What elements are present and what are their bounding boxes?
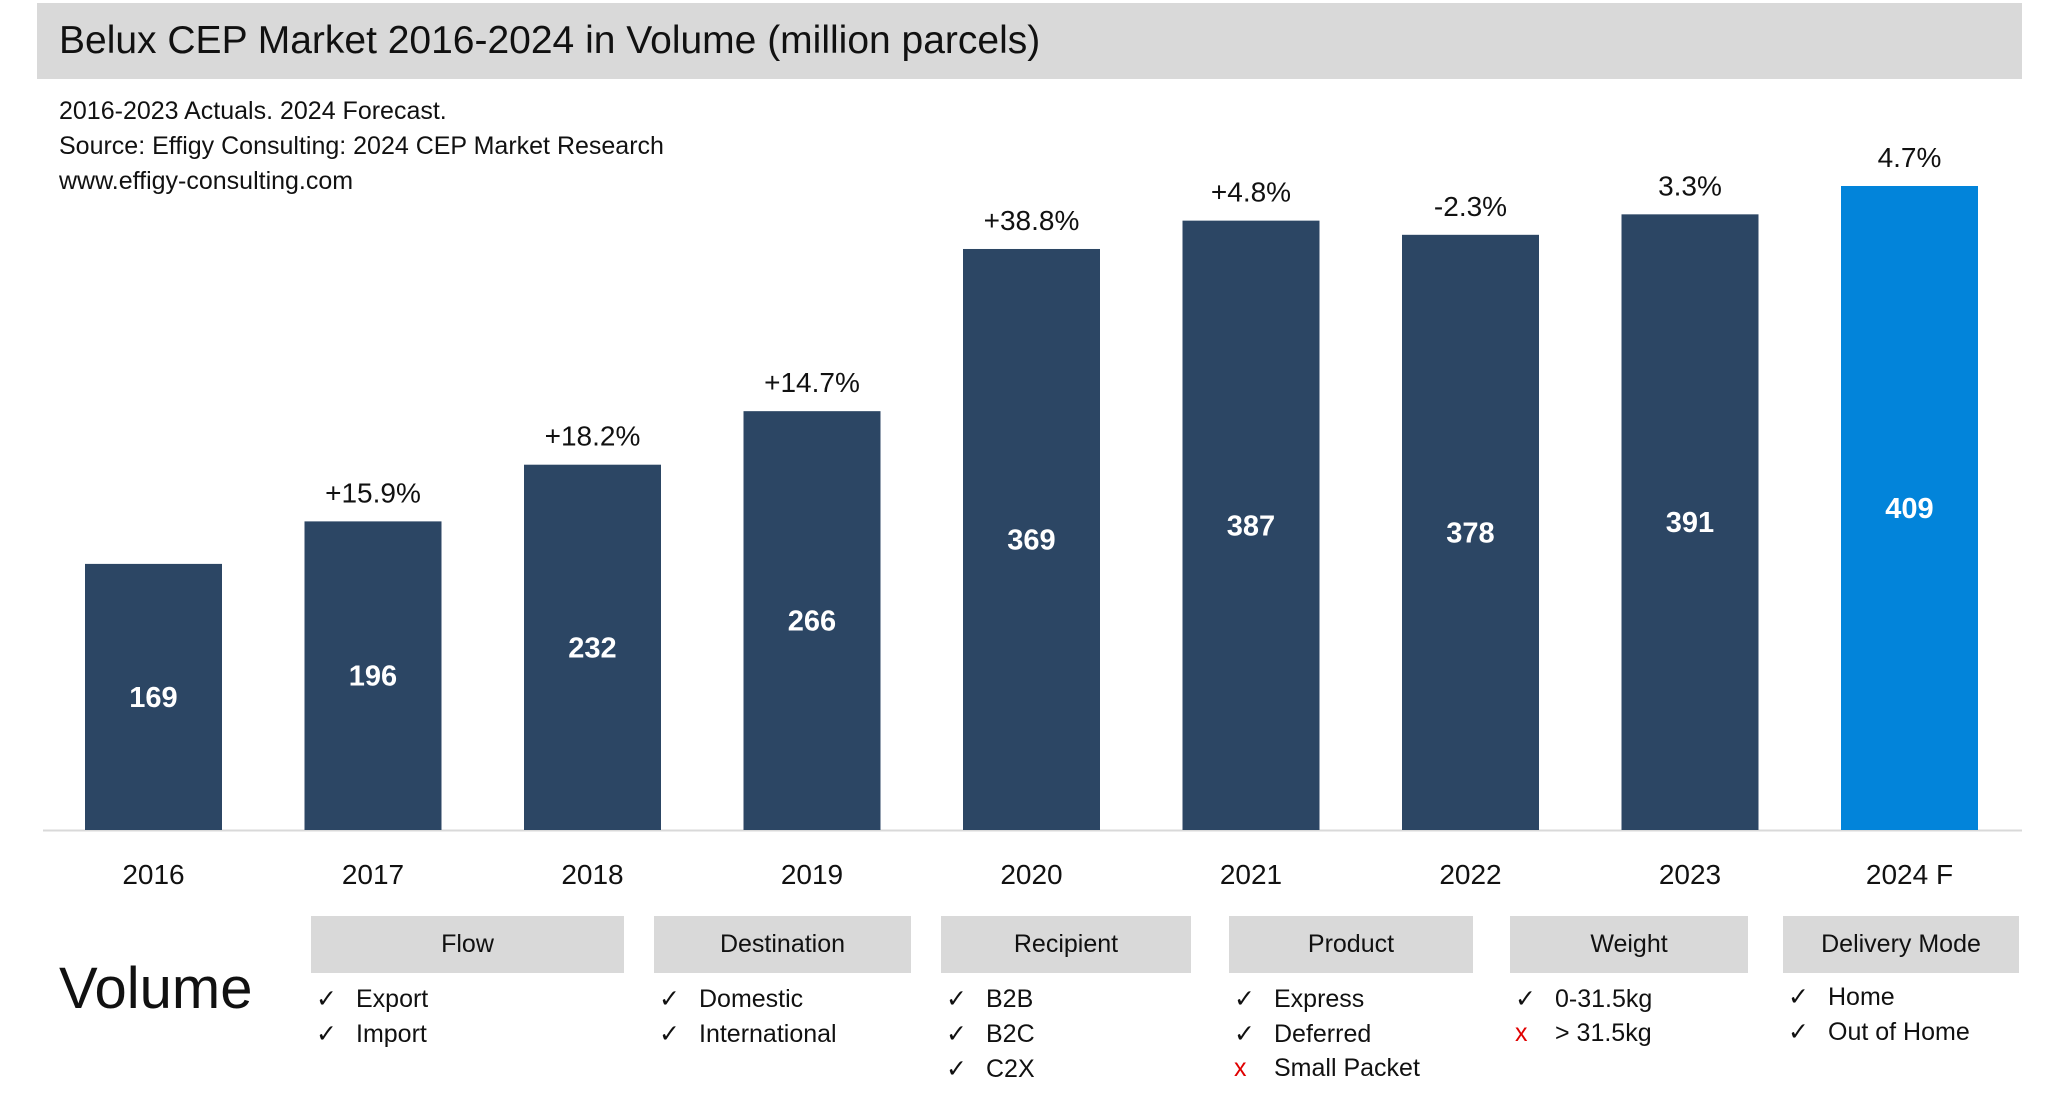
value-label: 369 xyxy=(1007,524,1055,556)
category-item-label: Deferred xyxy=(1274,1020,1372,1048)
x-tick-label: 2021 xyxy=(1220,859,1282,890)
growth-label: 4.7% xyxy=(1878,142,1942,173)
check-icon: ✓ xyxy=(316,1020,337,1048)
value-label: 387 xyxy=(1227,510,1275,542)
category-item-label: Home xyxy=(1828,983,1895,1011)
check-icon: ✓ xyxy=(946,985,967,1013)
category-item: ✓ Deferred xyxy=(1234,1019,1371,1049)
category-item: ✓ Export xyxy=(316,984,428,1014)
value-label: 169 xyxy=(129,682,177,714)
bar-2024-F xyxy=(1841,186,1978,830)
category-item: ✓ International xyxy=(659,1019,837,1049)
check-icon: ✓ xyxy=(946,1020,967,1048)
check-icon: ✓ xyxy=(316,985,337,1013)
subtitle-website: www.effigy-consulting.com xyxy=(59,167,354,195)
x-tick-label: 2023 xyxy=(1659,859,1721,890)
check-icon: ✓ xyxy=(659,1020,680,1048)
category-item: ✓ Express xyxy=(1234,984,1364,1014)
check-icon: ✓ xyxy=(1788,983,1809,1011)
category-item: ✓ Home xyxy=(1788,982,1895,1012)
category-item-label: Domestic xyxy=(699,985,804,1013)
bar-2017 xyxy=(304,521,442,830)
growth-label: +18.2% xyxy=(545,421,641,452)
category-item-label: B2B xyxy=(986,985,1034,1013)
check-icon: ✓ xyxy=(1788,1018,1809,1046)
category-item-label: Export xyxy=(356,985,429,1013)
x-tick-label: 2017 xyxy=(342,859,404,890)
growth-label: +4.8% xyxy=(1211,177,1291,208)
growth-label: 3.3% xyxy=(1658,170,1722,201)
check-icon: ✓ xyxy=(1515,985,1536,1013)
category-item: ✓ Import xyxy=(316,1019,427,1049)
title-bar: Belux CEP Market 2016-2024 in Volume (mi… xyxy=(37,3,2022,79)
check-icon: ✓ xyxy=(1234,1020,1255,1048)
category-item-label: B2C xyxy=(986,1020,1035,1048)
category-header: Destination xyxy=(654,916,911,973)
value-label: 196 xyxy=(349,661,397,693)
category-item-label: International xyxy=(699,1020,837,1048)
category-header: Delivery Mode xyxy=(1783,916,2019,973)
category-header: Recipient xyxy=(941,916,1191,973)
check-icon: ✓ xyxy=(659,985,680,1013)
value-label: 378 xyxy=(1446,517,1494,549)
category-header: Weight xyxy=(1510,916,1748,973)
check-icon: ✓ xyxy=(1234,985,1255,1013)
growth-label: +15.9% xyxy=(325,477,421,508)
value-label: 266 xyxy=(788,606,836,638)
category-item-label: > 31.5kg xyxy=(1555,1019,1652,1047)
category-item-label: Import xyxy=(356,1020,427,1048)
category-item: x Small Packet xyxy=(1234,1054,1420,1083)
subtitle-actuals: 2016-2023 Actuals. 2024 Forecast. xyxy=(59,97,447,125)
category-item: ✓ B2B xyxy=(946,984,1033,1014)
category-item: ✓ Domestic xyxy=(659,984,803,1014)
category-item-label: Out of Home xyxy=(1828,1018,1970,1046)
bar-2018 xyxy=(524,464,661,830)
cross-icon: x xyxy=(1515,1019,1528,1047)
category-item-label: Small Packet xyxy=(1274,1054,1420,1082)
growth-label: +38.8% xyxy=(984,205,1080,236)
volume-label: Volume xyxy=(59,956,253,1021)
growth-label: +14.7% xyxy=(764,367,860,398)
category-item: x > 31.5kg xyxy=(1515,1019,1652,1048)
category-item-label: C2X xyxy=(986,1055,1035,1083)
bar-2022 xyxy=(1402,234,1539,830)
value-label: 232 xyxy=(568,632,616,664)
x-tick-label: 2024 F xyxy=(1866,859,1953,890)
cross-icon: x xyxy=(1234,1054,1247,1082)
bar-2019 xyxy=(743,411,881,830)
subtitle-source: Source: Effigy Consulting: 2024 CEP Mark… xyxy=(59,132,664,160)
x-tick-label: 2019 xyxy=(781,859,843,890)
x-tick-label: 2020 xyxy=(1000,859,1062,890)
value-label: 409 xyxy=(1885,493,1933,525)
category-item: ✓ C2X xyxy=(946,1054,1035,1084)
x-tick-label: 2022 xyxy=(1439,859,1501,890)
x-tick-label: 2018 xyxy=(561,859,623,890)
category-item-label: Express xyxy=(1274,985,1365,1013)
category-item: ✓ 0-31.5kg xyxy=(1515,984,1652,1014)
growth-label: -2.3% xyxy=(1434,191,1507,222)
category-header: Product xyxy=(1229,916,1473,973)
check-icon: ✓ xyxy=(946,1055,967,1083)
category-item: ✓ Out of Home xyxy=(1788,1017,1970,1047)
value-label: 391 xyxy=(1666,507,1714,539)
bar-chart: 169 2016 196 +15.9% 2017 232 +18.2% 2018 266 +14.… xyxy=(43,142,2022,890)
bar-2023 xyxy=(1621,214,1759,831)
category-header: Flow xyxy=(311,916,624,973)
bar-2016 xyxy=(85,563,222,830)
category-item-label: 0-31.5kg xyxy=(1555,985,1653,1013)
category-item: ✓ B2C xyxy=(946,1019,1035,1049)
bar-2020 xyxy=(963,248,1100,830)
x-tick-label: 2016 xyxy=(122,859,184,890)
bar-2021 xyxy=(1182,220,1320,831)
chart-title: Belux CEP Market 2016-2024 in Volume (mi… xyxy=(59,19,1041,62)
